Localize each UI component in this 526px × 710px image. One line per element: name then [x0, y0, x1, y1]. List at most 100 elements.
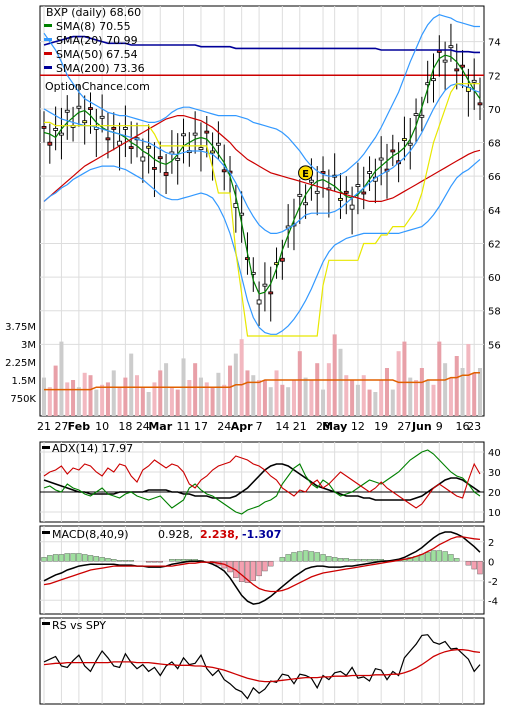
rs-panel-frame — [39, 617, 485, 705]
y-tick-label: 60 — [488, 273, 501, 284]
volume-bar — [204, 382, 209, 416]
volume-bar — [262, 380, 267, 416]
rs-title: RS vs SPY — [52, 619, 106, 632]
volume-bar — [321, 389, 326, 416]
x-tick-label: Feb — [68, 420, 91, 433]
volume-bar — [373, 392, 378, 416]
candle-body — [64, 109, 70, 113]
x-tick-label: 21 — [37, 420, 51, 433]
candle-body — [215, 142, 221, 146]
volume-bar — [431, 384, 436, 416]
volume-bar — [384, 368, 389, 416]
candle-body — [221, 169, 227, 173]
volume-bar — [466, 344, 471, 416]
volume-bar — [315, 363, 320, 416]
macd-histogram-bar — [471, 561, 477, 570]
macd-tick-label: 0 — [488, 557, 494, 568]
y-tick-label: 66 — [488, 172, 501, 183]
volume-bar — [76, 387, 81, 416]
candle-body — [105, 137, 111, 141]
y-tick-label: 68 — [488, 139, 501, 150]
volume-bar — [454, 356, 459, 416]
candle-body — [41, 126, 47, 129]
x-tick-label: 12 — [351, 420, 365, 433]
volume-bar — [419, 368, 424, 416]
volume-bar — [309, 380, 314, 416]
candle-body — [88, 107, 93, 110]
volume-tick-label: 3M — [21, 340, 36, 351]
volume-bar — [193, 363, 198, 416]
macd-histogram-bar — [180, 559, 187, 562]
volume-bar — [228, 365, 233, 416]
candle-body — [390, 149, 396, 153]
macd-histogram-bar — [81, 554, 88, 562]
x-tick-label: Jun — [411, 420, 432, 433]
x-tick-label: 16 — [456, 420, 470, 433]
candle-body — [471, 79, 477, 83]
candle-body — [181, 133, 186, 137]
x-tick-label: 19 — [374, 420, 388, 433]
macd-histogram-bar — [256, 561, 262, 577]
macd-histogram-bar — [70, 553, 76, 562]
volume-bar — [338, 348, 343, 416]
adx-panel-frame — [39, 441, 485, 523]
macd-histogram-bar — [465, 561, 472, 566]
candle-body — [367, 171, 372, 174]
volume-bar — [210, 387, 215, 416]
candle-body — [256, 299, 262, 305]
candle-body — [140, 156, 146, 162]
volume-bar — [379, 380, 384, 416]
candle-body — [413, 113, 419, 117]
legend-label: SMA(8) 70.55 — [56, 20, 131, 33]
x-tick-label: 28 — [316, 420, 330, 433]
candle-body — [460, 64, 465, 68]
macd-histogram-bar — [238, 561, 245, 582]
legend-swatch — [44, 38, 52, 41]
candle-body — [303, 202, 309, 206]
adx-tick-label: 10 — [488, 508, 501, 519]
macd-histogram-bar — [297, 551, 303, 562]
macd-histogram-bar — [151, 561, 158, 563]
volume-bar — [257, 380, 262, 416]
macd-histogram-bar — [175, 559, 181, 562]
macd-histogram-bar — [442, 551, 448, 562]
macd-histogram-bar — [326, 556, 332, 562]
candle-body — [309, 179, 314, 183]
macd-histogram-bar — [116, 560, 123, 562]
candle-body — [47, 141, 53, 146]
bollinger-upper-line — [43, 14, 480, 177]
macd-histogram-bar — [64, 553, 70, 562]
macd-histogram-bar — [157, 561, 163, 563]
macd-histogram-bar — [448, 554, 454, 562]
volume-bar — [169, 387, 174, 416]
macd-histogram-bar — [105, 558, 111, 562]
price-panel-frame — [39, 5, 485, 417]
candle-body — [192, 132, 198, 136]
rs-line — [43, 634, 481, 700]
macd-tick-label: 2 — [488, 538, 494, 549]
volume-bar — [402, 341, 407, 416]
volume-bar — [408, 377, 413, 416]
macd-histogram-bar — [87, 555, 94, 562]
macd-histogram-bar — [122, 560, 129, 562]
macd-histogram-bar — [111, 559, 117, 562]
volume-bar — [332, 334, 337, 416]
volume-bar — [53, 365, 58, 416]
x-tick-label: 24 — [217, 420, 231, 433]
volume-bar — [396, 351, 401, 416]
volume-bar — [245, 370, 250, 416]
candle-body — [204, 130, 210, 134]
macd-histogram-bar — [337, 558, 344, 562]
volume-bar — [100, 384, 105, 416]
x-tick-label: 23 — [467, 420, 481, 433]
minus-di-line — [43, 455, 481, 509]
macd-histogram-bar — [268, 561, 274, 567]
macd-histogram-bar — [436, 550, 443, 562]
volume-bar — [274, 370, 279, 416]
watermark: OptionChance.com — [45, 80, 150, 93]
y-tick-label: 62 — [488, 239, 501, 250]
macd-histogram-bar — [477, 561, 483, 575]
candle-body — [157, 156, 163, 160]
macd-histogram-bar — [41, 557, 47, 562]
